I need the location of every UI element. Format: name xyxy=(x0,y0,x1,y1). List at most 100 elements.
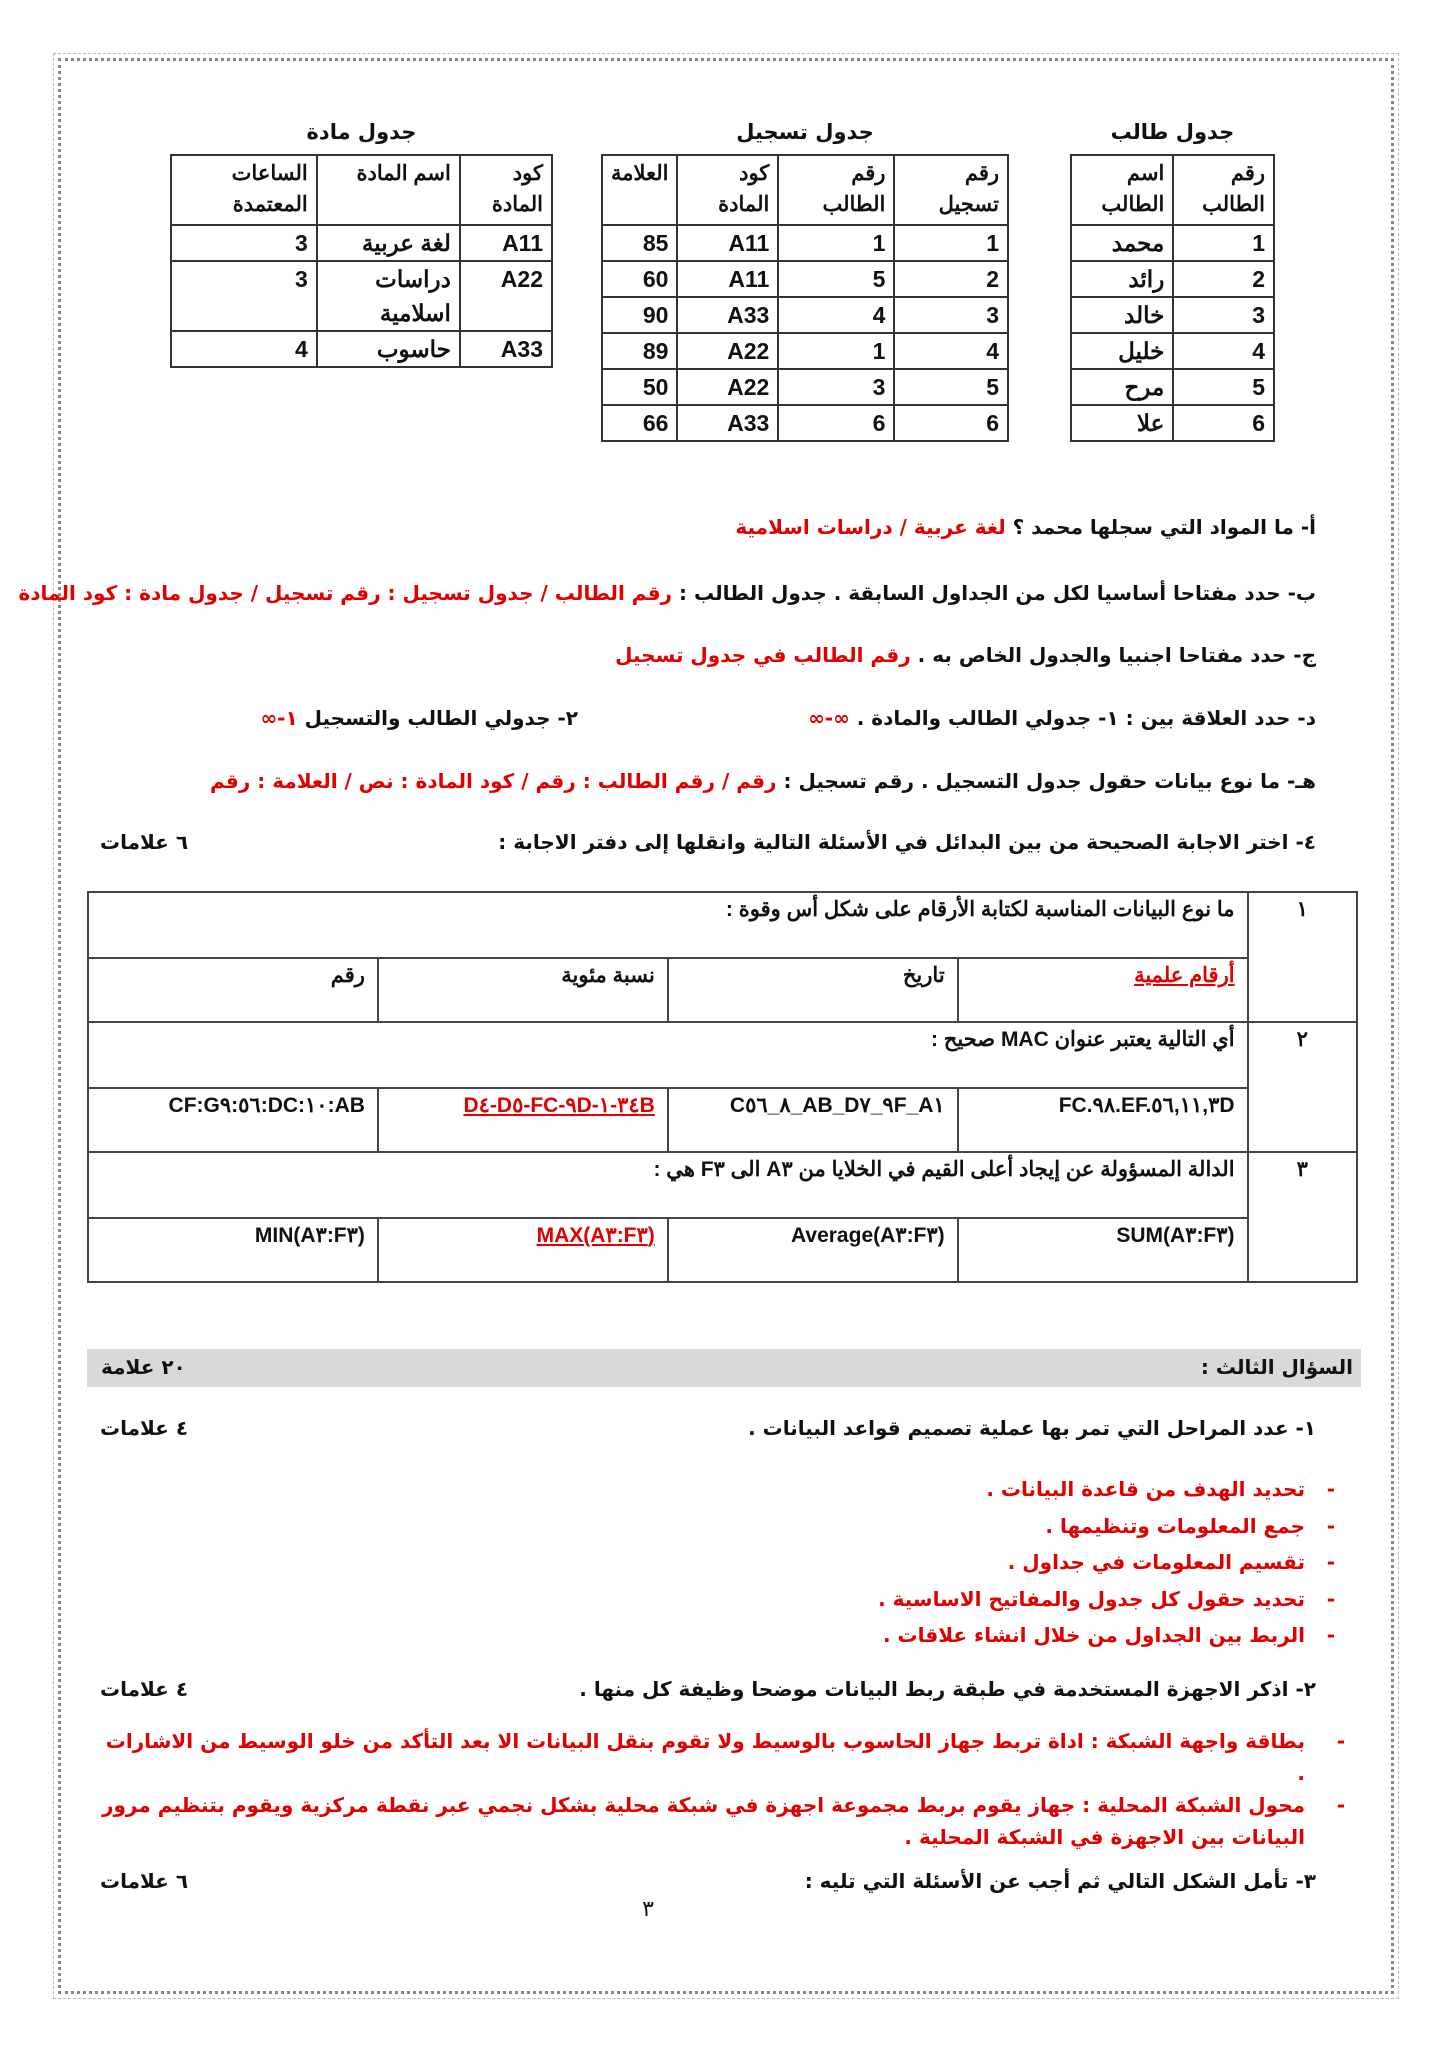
table-cell: 89 xyxy=(600,332,679,370)
mcq-question-row: ٣ الدالة المسؤولة عن إيجاد أعلى القيم في … xyxy=(87,1151,1359,1283)
table-cell: A22 xyxy=(676,332,780,370)
section-3-marks: ٢٠ علامة xyxy=(101,1355,186,1379)
question-b-text: ب- حدد مفتاحا أساسيا لكل من الجداول السا… xyxy=(672,581,1316,605)
question-h: هـ- ما نوع بيانات حقول جدول التسجيل . رق… xyxy=(210,769,1316,793)
table-cell: خليل xyxy=(1069,332,1175,370)
table-row: 3 خالد xyxy=(1069,296,1275,334)
table-row: 5 3 A22 50 xyxy=(600,368,1009,406)
subject-table: كود المادة اسم المادة الساعات المعتمدة A11 ل… xyxy=(170,154,554,368)
mcq-question: أي التالية يعتبر عنوان MAC صحيح : xyxy=(87,1021,1249,1089)
mcq-option[interactable]: SUM(A٣:F٣) xyxy=(956,1217,1249,1283)
question-h-answer: رقم / رقم الطالب : رقم / كود المادة : نص… xyxy=(210,769,777,793)
mcq-option[interactable]: FC.٩٨.EF.٥٦,١١,٣D xyxy=(956,1087,1249,1153)
question-c: ج- حدد مفتاحا اجنبيا والجدول الخاص به . … xyxy=(615,643,1316,667)
s3-question-1: ١- عدد المراحل التي تمر بها عملية تصميم … xyxy=(748,1416,1316,1440)
table-row: 6 علا xyxy=(1069,404,1275,442)
s3-questions-2-3: ٢- اذكر الاجهزة المستخدمة في طبقة ربط ال… xyxy=(100,1677,1345,1922)
table-cell: دراسات اسلامية xyxy=(315,260,461,332)
table-row: A11 لغة عربية 3 xyxy=(170,224,554,262)
table-cell: 1 xyxy=(777,224,896,262)
mcq-option-correct[interactable]: أرقام علمية xyxy=(956,957,1249,1023)
table-cell: 3 xyxy=(893,296,1009,334)
s3-q1-answer: - تحديد حقول كل جدول والمفاتيح الاساسية . xyxy=(878,1587,1335,1611)
column-header: كود المادة xyxy=(458,154,554,226)
table-row: 4 خليل xyxy=(1069,332,1275,370)
mcq-options-row: أرقام علمية تاريخ نسبة مئوية رقم xyxy=(87,957,1357,1023)
question-a-answer: لغة عربية / دراسات اسلامية xyxy=(735,515,1006,539)
table-cell: 3 xyxy=(170,224,318,262)
mcq-options-row: SUM(A٣:F٣) Average(A٣:F٣) MAX(A٣:F٣) MIN(A٣… xyxy=(87,1217,1357,1283)
table-cell: 6 xyxy=(777,404,896,442)
table-cell: 90 xyxy=(600,296,679,334)
mcq-option[interactable]: MIN(A٣:F٣) xyxy=(87,1217,379,1283)
table-cell: 6 xyxy=(1172,404,1275,442)
s3-q1-answer: - تحديد الهدف من قاعدة البيانات . xyxy=(986,1477,1335,1501)
mcq-number: ١ xyxy=(1246,891,1359,1023)
s3-q2-answers: - بطاقة واجهة الشبكة : اداة تربط جهاز الح… xyxy=(100,1725,1345,1853)
table-row: 2 5 A11 60 xyxy=(600,260,1009,298)
column-header: رقم تسجيل xyxy=(893,154,1009,226)
column-header: رقم الطالب xyxy=(777,154,896,226)
table-row: 2 رائد xyxy=(1069,260,1275,298)
table-row: 4 1 A22 89 xyxy=(600,332,1009,370)
question-b: ب- حدد مفتاحا أساسيا لكل من الجداول السا… xyxy=(18,581,1316,605)
table-row: 6 6 A33 66 xyxy=(600,404,1009,442)
table-cell: 5 xyxy=(893,368,1009,406)
table-cell: 5 xyxy=(1172,368,1275,406)
question-a-text: أ- ما المواد التي سجلها محمد ؟ xyxy=(1005,515,1316,539)
question-a: أ- ما المواد التي سجلها محمد ؟ لغة عربية… xyxy=(735,515,1316,539)
table-cell: 3 xyxy=(170,260,318,332)
table-cell: 85 xyxy=(600,224,679,262)
table-row: 1 1 A11 85 xyxy=(600,224,1009,262)
column-header: كود المادة xyxy=(676,154,780,226)
mcq-option[interactable]: CF:G٩:٥٦:DC:١٠:AB xyxy=(87,1087,379,1153)
mcq-table: ١ ما نوع البيانات المناسبة لكتابة الأرقام… xyxy=(87,891,1359,1283)
s3-q2-answer-2: - محول الشبكة المحلية : جهاز يقوم بربط مج… xyxy=(101,1793,1345,1849)
table-cell: لغة عربية xyxy=(315,224,461,262)
page-number: ٣ xyxy=(642,1897,654,1922)
s3-q1-answer: - تقسيم المعلومات في جداول . xyxy=(1007,1550,1335,1574)
table-cell: مرح xyxy=(1069,368,1175,406)
question-d-part2: ٢- جدولي الطالب والتسجيل ١-∞ xyxy=(261,706,578,730)
table-cell: A33 xyxy=(676,404,780,442)
section-3-title: السؤال الثالث : xyxy=(1200,1355,1353,1379)
s3-question-3-row: ٣- تأمل الشكل التالي ثم أجب عن الأسئلة ا… xyxy=(100,1869,1316,1893)
table-row: 3 4 A33 90 xyxy=(600,296,1009,334)
table-row: 5 مرح xyxy=(1069,368,1275,406)
table-cell: 6 xyxy=(893,404,1009,442)
s3-question-2: ٢- اذكر الاجهزة المستخدمة في طبقة ربط ال… xyxy=(579,1677,1316,1701)
mcq-option[interactable]: رقم xyxy=(87,957,379,1023)
s3-question-2-marks: ٤ علامات xyxy=(100,1677,189,1701)
s3-q1-answer: - الربط بين الجداول من خلال انشاء علاقات … xyxy=(882,1623,1335,1647)
mcq-question-row: ٢ أي التالية يعتبر عنوان MAC صحيح : xyxy=(87,1021,1359,1153)
table-cell: علا xyxy=(1069,404,1175,442)
page-border xyxy=(53,53,1399,1999)
subject-table-title: جدول مادة xyxy=(306,120,417,144)
table-cell: A33 xyxy=(458,330,554,368)
registration-table: رقم تسجيل رقم الطالب كود المادة العلامة 1 1 A1… xyxy=(600,154,1009,442)
question-d: د- حدد العلاقة بين : ١- جدولي الطالب وال… xyxy=(808,706,1316,730)
table-cell: 3 xyxy=(1172,296,1275,334)
question-d-text: د- حدد العلاقة بين : ١- جدولي الطالب وال… xyxy=(849,706,1316,730)
student-table: رقم الطالب اسم الطالب 1 محمد 2 رائد 3 خالد 4 خليل… xyxy=(1069,154,1275,442)
student-table-title: جدول طالب xyxy=(1110,120,1235,144)
table-cell: 5 xyxy=(777,260,896,298)
mcq-option[interactable]: تاريخ xyxy=(666,957,959,1023)
mcq-option[interactable]: نسبة مئوية xyxy=(376,957,669,1023)
table-cell: A33 xyxy=(676,296,780,334)
table-cell: 4 xyxy=(170,330,318,368)
table-cell: A11 xyxy=(458,224,554,262)
mcq-option-correct[interactable]: MAX(A٣:F٣) xyxy=(376,1217,669,1283)
mcq-option[interactable]: C٨_٥٦_AB_D٩_٧F_A١ xyxy=(666,1087,959,1153)
table-cell: 3 xyxy=(777,368,896,406)
s3-question-3-marks: ٦ علامات xyxy=(100,1869,189,1893)
column-header: اسم المادة xyxy=(315,154,461,226)
question-c-answer: رقم الطالب في جدول تسجيل xyxy=(615,643,911,667)
mcq-question: ما نوع البيانات المناسبة لكتابة الأرقام … xyxy=(87,891,1249,959)
table-row: A33 حاسوب 4 xyxy=(170,330,554,368)
mcq-option-correct[interactable]: D٤-D٥-FC-٩D-٣٤-١B xyxy=(376,1087,669,1153)
question-4: ٤- اختر الاجابة الصحيحة من بين البدائل ف… xyxy=(498,830,1316,854)
mcq-option[interactable]: Average(A٣:F٣) xyxy=(666,1217,959,1283)
table-cell: 4 xyxy=(893,332,1009,370)
table-cell: حاسوب xyxy=(315,330,461,368)
